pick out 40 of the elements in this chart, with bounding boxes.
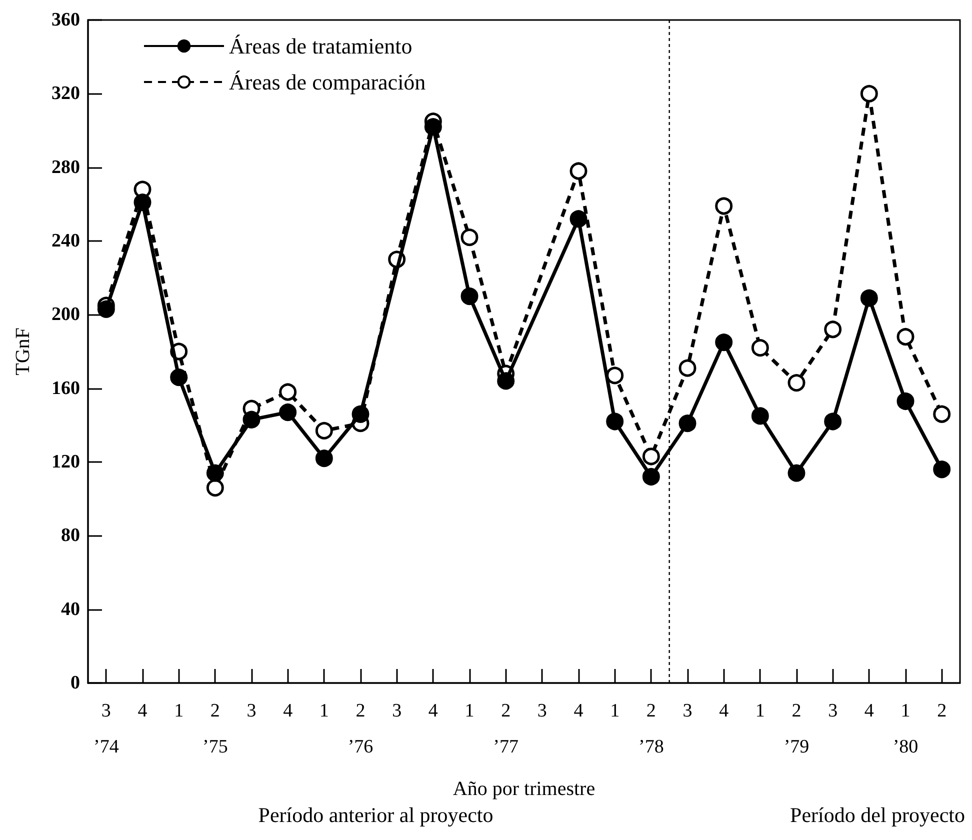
x-tick-label: 1 [319,700,329,722]
x-tick-label: 4 [283,700,294,722]
y-tick-label: 0 [70,672,80,694]
x-tick-label: 1 [610,700,620,722]
y-tick-label: 80 [61,525,80,546]
text: Período anterior al proyecto [258,803,494,827]
legend-label: Áreas de tratamiento [229,34,412,58]
x-tick-label: 3 ’74 [94,700,120,758]
x-tick-label: 4 [428,700,438,722]
x-tick-label: 1 [464,700,474,722]
y-tick-label: 40 [61,598,80,620]
x-tick-label: 3 [828,700,838,722]
x-tick-label: 4 [864,700,874,722]
x-tick-label: 3 [682,700,692,722]
x-axis-title: Año por trimestre [452,778,596,800]
x-tick-label: 3 [392,700,402,722]
y-tick-label: 120 [52,452,80,472]
x-tick-label: 1 ’80 [892,700,918,758]
text: Período del proyecto [790,803,965,827]
x-tick-label: 4 [719,700,730,722]
x-tick-label: 2 ’76 [348,700,374,758]
y-tick-label: 160 [52,378,80,399]
y-tick-label: 240 [52,230,80,252]
x-tick-label: 2 ’75 [202,700,228,758]
y-tick-label: 360 [52,10,80,30]
x-tick-label: 4 [138,700,148,722]
y-tick-label: 280 [52,156,80,178]
x-tick-label: 2 ’79 [784,700,810,758]
x-tick-label: 1 [174,700,184,722]
x-tick-label: 2 ’77 [493,700,518,758]
legend-label: Áreas de comparación [229,70,426,94]
x-tick-label: 1 [755,700,765,722]
y-tick-label: 320 [52,83,80,104]
y-tick-label: 200 [52,304,80,326]
x-tick-label: 2 ’78 [638,700,664,758]
x-tick-label: 2 [937,700,947,722]
x-tick-label: 3 [246,700,256,722]
y-axis-title: TGnF [12,328,34,376]
x-tick-label: 3 [537,700,547,722]
x-tick-label: 4 [574,700,584,722]
